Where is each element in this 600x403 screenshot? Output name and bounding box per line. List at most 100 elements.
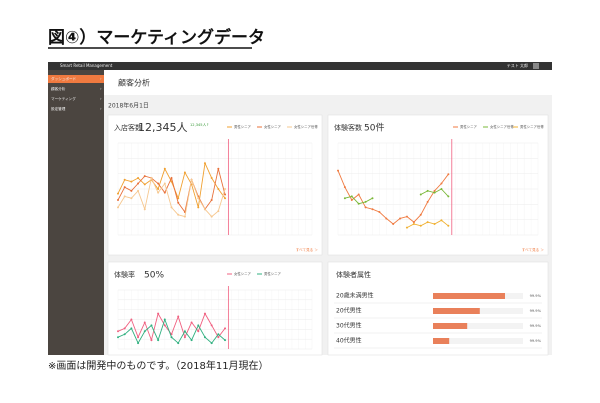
legend-label: 男性シニア xyxy=(264,271,282,276)
card-title: 体験客数 xyxy=(334,123,362,132)
data-point xyxy=(224,327,227,330)
menu-item[interactable]: 顧客分析 xyxy=(51,86,66,91)
menu-arrow[interactable]: › xyxy=(100,106,102,111)
data-point xyxy=(130,318,133,321)
menu-item[interactable]: ダッシュボード xyxy=(51,76,77,81)
data-point xyxy=(177,342,180,345)
bar xyxy=(433,323,468,329)
sidebar xyxy=(48,70,104,355)
data-point xyxy=(217,167,220,170)
data-point xyxy=(405,215,408,218)
data-point xyxy=(157,339,160,342)
data-point xyxy=(117,192,119,195)
data-point xyxy=(440,219,443,222)
data-point xyxy=(224,197,227,200)
data-point xyxy=(123,195,126,198)
data-point xyxy=(163,324,166,327)
sub-stat: 12,345人↑ xyxy=(190,122,209,127)
menu-arrow[interactable]: › xyxy=(100,76,102,81)
header xyxy=(104,70,552,95)
data-point xyxy=(399,217,402,220)
headline: 12,345人 xyxy=(138,121,188,134)
row-rate: 99.9% xyxy=(530,324,542,328)
more-link[interactable]: すべて見る ＞ xyxy=(522,247,545,252)
data-point xyxy=(137,176,140,179)
data-point xyxy=(405,226,408,229)
data-point xyxy=(433,222,436,225)
data-point xyxy=(440,182,443,185)
data-point xyxy=(137,342,140,345)
brand: Smart Retail Management xyxy=(60,63,113,68)
data-point xyxy=(117,330,119,333)
legend-label: 男性シニア xyxy=(460,124,478,129)
data-point xyxy=(224,193,227,196)
data-point xyxy=(197,324,200,327)
card-title: 体験率 xyxy=(114,270,135,279)
data-point xyxy=(210,324,213,327)
data-point xyxy=(170,336,173,339)
data-point xyxy=(364,200,367,203)
data-point xyxy=(350,199,353,202)
menu-arrow[interactable]: › xyxy=(100,86,102,91)
data-point xyxy=(210,342,213,345)
data-point xyxy=(392,222,395,225)
data-point xyxy=(143,183,146,186)
legend-label: 女性シニア xyxy=(264,124,282,129)
headline: 50% xyxy=(144,271,164,281)
data-point xyxy=(197,330,200,333)
data-point xyxy=(123,333,126,336)
data-point xyxy=(217,210,220,213)
menu-arrow[interactable]: › xyxy=(100,96,102,101)
user-name[interactable]: テスト 太郎 xyxy=(507,62,528,68)
menu-item[interactable]: 設定管理 xyxy=(51,106,66,111)
data-point xyxy=(123,178,126,181)
data-point xyxy=(150,339,153,342)
data-point xyxy=(419,193,422,196)
data-point xyxy=(177,315,180,318)
data-point xyxy=(197,197,200,200)
data-point xyxy=(343,186,346,189)
menu-item[interactable]: マーケティング xyxy=(51,96,76,101)
page-title: 顧客分析 xyxy=(118,78,150,88)
data-point xyxy=(447,195,450,198)
data-point xyxy=(143,175,146,178)
row-rate: 99.9% xyxy=(530,294,542,298)
data-point xyxy=(123,327,126,330)
data-point xyxy=(203,162,206,165)
data-point xyxy=(190,178,193,181)
data-point xyxy=(371,197,374,200)
avatar[interactable] xyxy=(533,63,539,69)
data-point xyxy=(150,324,153,327)
data-point xyxy=(157,312,160,315)
data-point xyxy=(163,182,166,185)
data-point xyxy=(137,336,140,339)
data-point xyxy=(224,188,227,190)
row-label: 30代男性 xyxy=(336,322,362,330)
data-point xyxy=(217,336,220,339)
data-point xyxy=(117,336,119,339)
data-point xyxy=(117,199,119,202)
data-point xyxy=(183,330,186,333)
data-point xyxy=(224,339,227,342)
data-point xyxy=(190,339,193,342)
legend-label: 女性シニア世帯 xyxy=(490,124,514,129)
data-point xyxy=(130,327,133,330)
data-point xyxy=(190,321,193,324)
data-point xyxy=(426,189,429,192)
data-point xyxy=(163,167,166,170)
data-point xyxy=(203,312,206,315)
bar-track xyxy=(433,323,523,329)
card xyxy=(327,114,549,256)
data-point xyxy=(130,197,133,200)
date: 2018年6月1日 xyxy=(108,102,149,110)
row-label: 20歳未満男性 xyxy=(336,292,374,300)
data-point xyxy=(343,197,346,200)
data-point xyxy=(163,191,166,194)
more-link[interactable]: すべて見る ＞ xyxy=(296,247,319,252)
headline: 50件 xyxy=(364,122,384,134)
doc-note: ※画面は開発中のものです。（2018年11月現在） xyxy=(48,359,269,372)
data-point xyxy=(419,224,422,227)
legend-label: 男性シニア世帯 xyxy=(520,124,544,129)
menu-active[interactable] xyxy=(48,75,104,83)
data-point xyxy=(217,333,220,336)
